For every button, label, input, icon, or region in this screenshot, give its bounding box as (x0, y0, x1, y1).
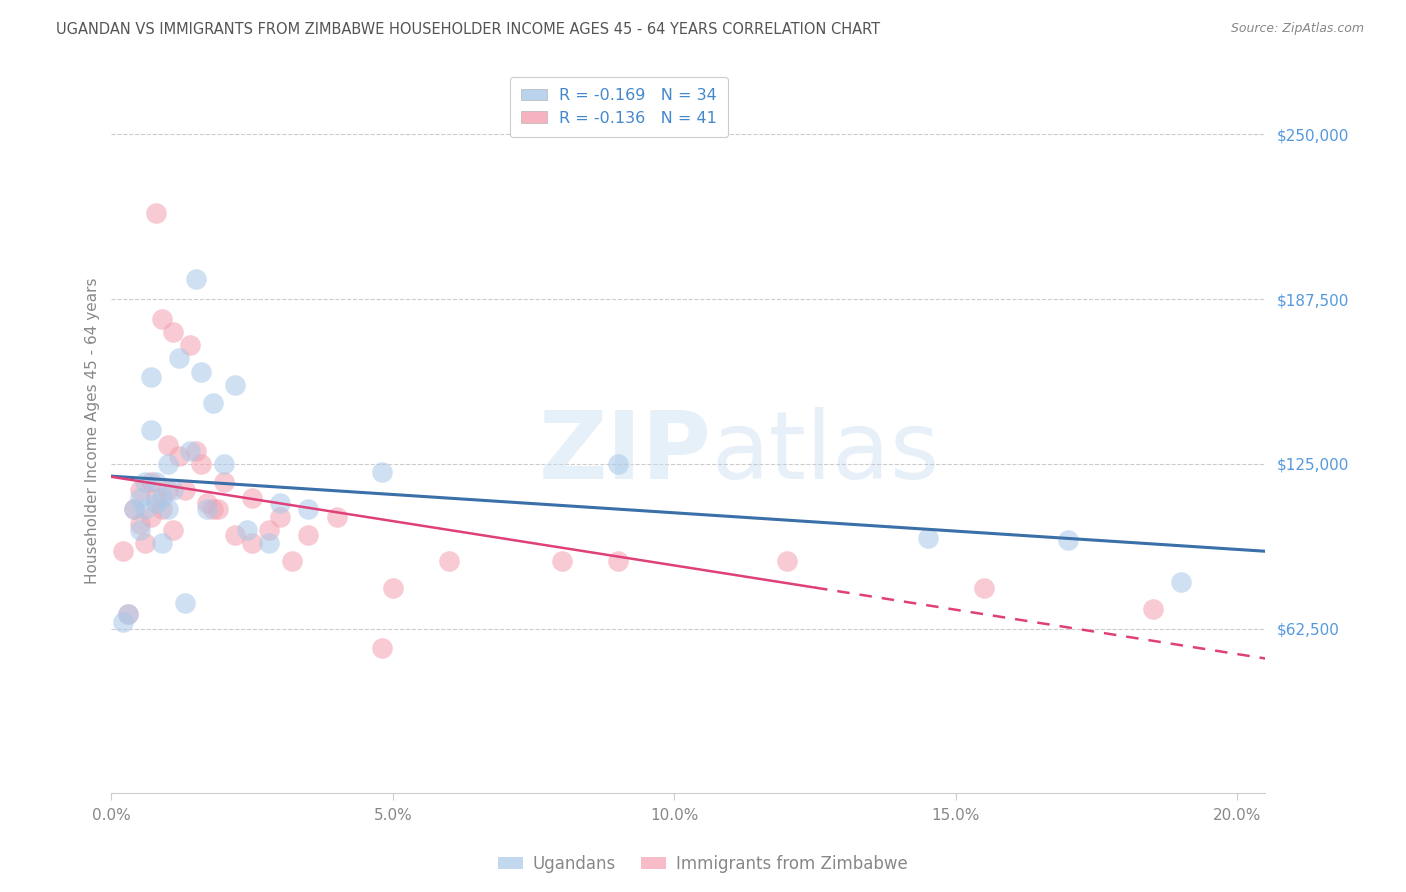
Point (190, 457, 212, 471)
Point (111, 543, 134, 558)
Point (134, 501, 156, 516)
Point (145, 206, 167, 220)
Point (212, 475, 235, 490)
Point (973, 581, 995, 595)
Point (1057, 533, 1080, 548)
Point (162, 483, 184, 497)
Point (297, 528, 319, 542)
Point (201, 396, 224, 410)
Point (117, 607, 139, 621)
Point (150, 501, 173, 516)
Point (156, 457, 179, 471)
Point (128, 523, 150, 537)
Legend: R = -0.169   N = 34, R = -0.136   N = 41: R = -0.169 N = 34, R = -0.136 N = 41 (510, 77, 728, 136)
Point (145, 475, 167, 490)
Point (179, 443, 201, 458)
Point (224, 377, 246, 392)
Point (607, 457, 630, 471)
Point (139, 369, 162, 384)
Point (117, 607, 139, 621)
Point (297, 501, 319, 516)
Point (370, 465, 392, 479)
Point (145, 496, 167, 510)
Point (240, 491, 263, 505)
Point (325, 509, 347, 524)
Point (162, 523, 184, 537)
Point (280, 554, 302, 568)
Point (224, 528, 246, 542)
Point (156, 483, 179, 497)
Point (195, 496, 218, 510)
Point (111, 615, 134, 629)
Point (1170, 575, 1192, 590)
Point (201, 501, 224, 516)
Point (269, 496, 291, 510)
Point (235, 523, 257, 537)
Point (257, 523, 280, 537)
Point (156, 438, 179, 452)
Point (122, 501, 145, 516)
Point (437, 554, 460, 568)
Point (145, 491, 167, 505)
Point (207, 501, 229, 516)
Point (134, 536, 156, 550)
Point (184, 443, 207, 458)
Point (190, 365, 212, 379)
Point (173, 597, 195, 611)
Point (776, 554, 799, 568)
Text: UGANDAN VS IMMIGRANTS FROM ZIMBABWE HOUSEHOLDER INCOME AGES 45 - 64 YEARS CORREL: UGANDAN VS IMMIGRANTS FROM ZIMBABWE HOUS… (56, 22, 880, 37)
Point (173, 483, 195, 497)
Point (184, 272, 207, 286)
Point (607, 554, 630, 568)
Point (167, 449, 190, 463)
Point (370, 641, 392, 656)
Point (150, 536, 173, 550)
Point (139, 423, 162, 437)
Point (212, 457, 235, 471)
Point (257, 536, 280, 550)
Point (122, 501, 145, 516)
Y-axis label: Householder Income Ages 45 - 64 years: Householder Income Ages 45 - 64 years (86, 277, 100, 584)
Point (240, 536, 263, 550)
Text: atlas: atlas (711, 407, 939, 499)
Point (128, 483, 150, 497)
Point (139, 509, 162, 524)
Point (128, 491, 150, 505)
Point (167, 351, 190, 366)
Legend: Ugandans, Immigrants from Zimbabwe: Ugandans, Immigrants from Zimbabwe (491, 848, 915, 880)
Point (1142, 601, 1164, 615)
Text: Source: ZipAtlas.com: Source: ZipAtlas.com (1230, 22, 1364, 36)
Point (162, 325, 184, 339)
Point (156, 501, 179, 516)
Point (134, 475, 156, 490)
Point (139, 475, 162, 490)
Point (551, 554, 574, 568)
Point (195, 501, 218, 516)
Point (150, 311, 173, 326)
Point (917, 531, 939, 545)
Point (150, 491, 173, 505)
Point (179, 338, 201, 352)
Point (381, 581, 404, 595)
Point (269, 509, 291, 524)
Text: ZIP: ZIP (538, 407, 711, 499)
Point (128, 517, 150, 532)
